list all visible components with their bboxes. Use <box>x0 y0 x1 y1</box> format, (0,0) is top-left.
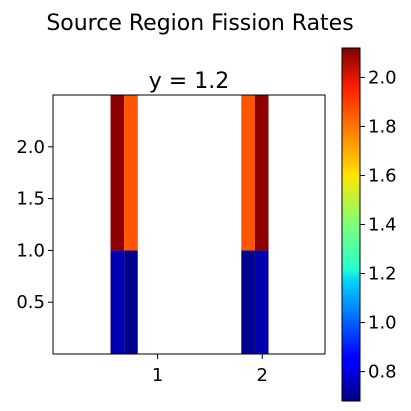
colorbar-tick-label: 1.2 <box>368 264 397 285</box>
colorbar-tick-label: 1.4 <box>368 215 397 236</box>
colorbar-tick-label: 1.0 <box>368 313 397 334</box>
colorbar-tick-label: 2.0 <box>368 67 397 88</box>
heatmap-cell <box>110 250 125 354</box>
y-tick-label: 0.5 <box>16 292 45 313</box>
colorbar-ticks: 0.8 1.0 1.2 1.4 1.6 1.8 2.0 <box>360 67 397 383</box>
colorbar-tick-label: 1.6 <box>368 165 397 186</box>
y-tick-label: 2.0 <box>16 137 45 158</box>
y-tick-label: 1.0 <box>16 240 45 261</box>
y-axis-ticks: 0.5 1.0 1.5 2.0 <box>16 137 53 313</box>
plot-frame <box>52 94 326 355</box>
x-tick-label: 1 <box>152 365 163 386</box>
y-tick-label: 1.5 <box>16 189 45 210</box>
plot-area <box>52 94 326 355</box>
x-tick-label: 2 <box>257 365 268 386</box>
axes-title: y = 1.2 <box>149 69 229 94</box>
heatmap-cell <box>254 95 269 251</box>
colorbar-gradient <box>342 48 360 401</box>
heatmap-cell <box>110 95 125 251</box>
heatmap-cells <box>110 95 269 354</box>
colorbar-tick-label: 1.8 <box>368 116 397 137</box>
colorbar: 0.8 1.0 1.2 1.4 1.6 1.8 2.0 <box>341 47 397 402</box>
heatmap-cell <box>254 250 269 354</box>
heatmap-cell <box>124 95 138 251</box>
heatmap-cell <box>124 250 138 354</box>
plot-background <box>53 95 325 354</box>
figure-suptitle: Source Region Fission Rates <box>46 11 353 36</box>
colorbar-tick-label: 0.8 <box>368 362 397 383</box>
heatmap-cell <box>241 95 255 251</box>
heatmap-cell <box>241 250 255 354</box>
